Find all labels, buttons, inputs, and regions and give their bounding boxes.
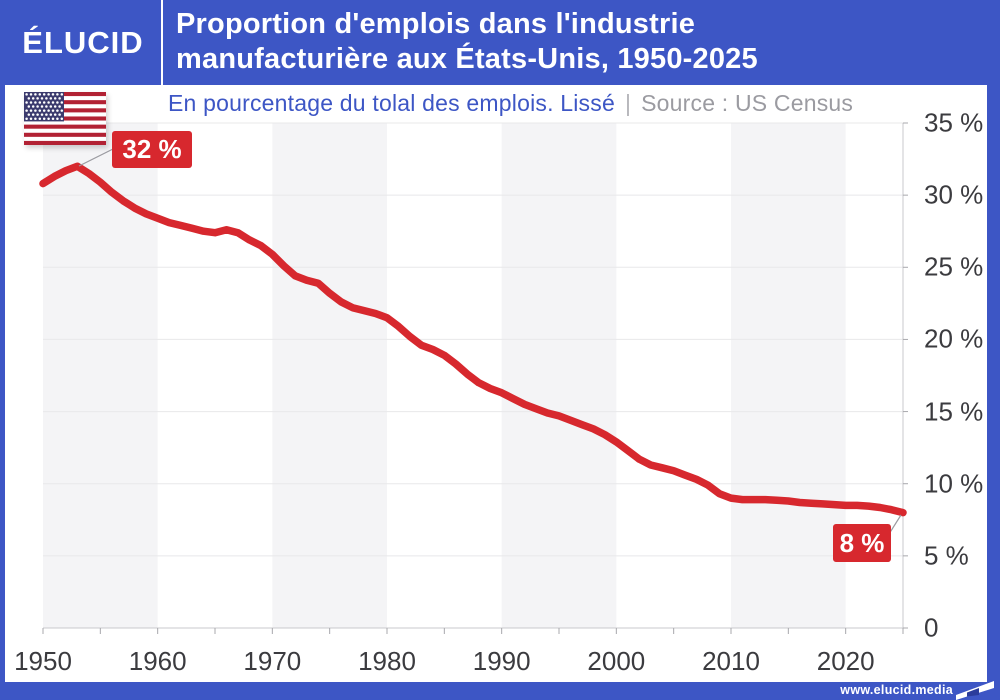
y-tick-label: 25 % [924,251,984,282]
header-separator [161,0,163,85]
x-tick-label: 1980 [358,646,416,676]
subtitle-pipe: | [624,90,632,116]
y-tick-label: 35 % [924,107,984,138]
footer-url: www.elucid.media [840,683,953,697]
x-tick-label: 2020 [816,646,875,676]
elucid-flag-icon [956,681,994,700]
source-text: Source : US Census [641,90,854,116]
data-label-1953-text: 32 % [122,134,182,164]
footer: www.elucid.media [0,681,1000,700]
elucid-logo: ÉLUCID [22,25,144,60]
chart-title-line2: manufacturière aux États-Unis, 1950-2025 [176,43,758,75]
data-label-2025-text: 8 % [839,527,885,558]
chart-title: Proportion d'emplois dans l'industrie ma… [176,7,758,77]
chart-title-line1: Proportion d'emplois dans l'industrie [176,8,696,40]
x-tick-label: 2010 [702,646,760,676]
y-tick-label: 15 % [924,396,984,427]
x-tick-label: 1960 [128,646,187,676]
x-tick-label: 2000 [587,646,646,676]
x-tick-label: 1970 [243,646,302,676]
x-tick-label: 1950 [14,646,72,676]
y-tick-label: 5 % [924,540,969,571]
subtitle-row: En pourcentage du tolal des emplois. Lis… [168,90,853,117]
header: ÉLUCID Proportion d'emplois dans l'indus… [0,0,1000,85]
x-tick-label: 1990 [472,646,531,676]
data-label-1953: 32 % [112,131,192,168]
chart-panel [5,85,987,682]
subtitle-text: En pourcentage du tolal des emplois. Lis… [168,90,615,116]
data-label-2025: 8 % [833,524,891,562]
us-flag-icon [24,92,106,145]
y-tick-label: 30 % [924,179,984,210]
y-tick-label: 20 % [924,323,984,354]
y-tick-label: 10 % [924,468,984,499]
y-tick-label: 0 [924,612,939,643]
